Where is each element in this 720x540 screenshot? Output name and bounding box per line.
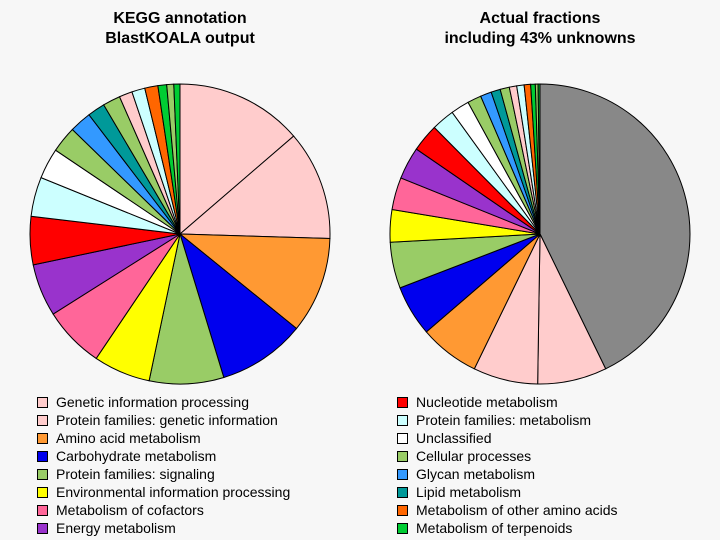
legend-label: Protein families: genetic information (56, 412, 278, 428)
legend-label: Unclassified (416, 430, 492, 446)
legend-label: Glycan metabolism (416, 466, 536, 482)
pie-right (389, 83, 691, 385)
legend-swatch (37, 468, 48, 480)
legend-item: Protein families: genetic information (37, 411, 290, 429)
pie-slice (179, 83, 295, 236)
pie-slice (178, 233, 331, 330)
legend-item: Unclassified (397, 429, 618, 447)
pie-slice (178, 135, 331, 239)
legend-label: Protein families: metabolism (416, 412, 592, 428)
legend-label: Nucleotide metabolism (416, 394, 558, 410)
legend-swatch (37, 450, 48, 462)
pie-slice (179, 232, 298, 379)
legend-item: Cellular processes (397, 447, 618, 465)
legend-label: Metabolism of cofactors (56, 502, 204, 518)
legend-item: Metabolism of other amino acids (397, 501, 618, 519)
chart-title-right: Actual fractions including 43% unknowns (444, 10, 636, 47)
legend-label: Amino acid metabolism (56, 430, 201, 446)
legend-swatch (37, 486, 48, 498)
legend-label: Lipid metabolism (416, 484, 522, 500)
legend-label: Genetic information processing (56, 394, 249, 410)
legend-swatch (397, 522, 408, 534)
legend-label: Metabolism of other amino acids (416, 502, 618, 518)
legend-item: Genetic information processing (37, 393, 290, 411)
legend-item: Metabolism of cofactors (37, 501, 290, 519)
legend-item: Metabolism of terpenoids (397, 519, 618, 537)
legend-swatch (397, 396, 408, 408)
legend-swatch (397, 450, 408, 462)
legend-item: Amino acid metabolism (37, 429, 290, 447)
legend-item: Environmental information processing (37, 483, 290, 501)
legend-swatch (397, 468, 408, 480)
legend-swatch (397, 486, 408, 498)
legend-item: Glycan metabolism (397, 465, 618, 483)
legend-swatch (37, 432, 48, 444)
legend-swatch (37, 414, 48, 426)
pie-slice (539, 83, 691, 370)
legend-swatch (397, 414, 408, 426)
pie-slice (537, 83, 541, 235)
pie-left (29, 83, 331, 385)
legend-swatch (37, 396, 48, 408)
legend-item: Nucleotide metabolism (397, 393, 618, 411)
legend-swatch (37, 504, 48, 516)
legend-right: Nucleotide metabolism Protein families: m… (397, 393, 618, 537)
legend-label: Energy metabolism (56, 520, 176, 536)
legend-swatch (397, 504, 408, 516)
legend-swatch (37, 522, 48, 534)
legend-label: Cellular processes (416, 448, 532, 464)
pie-slice (173, 83, 181, 235)
legend-label: Environmental information processing (56, 484, 291, 500)
legend-item: Energy metabolism (37, 519, 290, 537)
legend-label: Protein families: signaling (56, 466, 215, 482)
legend-swatch (397, 432, 408, 444)
legend-item: Protein families: metabolism (397, 411, 618, 429)
chart-title-left: KEGG annotation BlastKOALA output (105, 10, 255, 47)
legend-item: Carbohydrate metabolism (37, 447, 290, 465)
legend-item: Lipid metabolism (397, 483, 618, 501)
legend-item: Protein families: signaling (37, 465, 290, 483)
legend-label: Metabolism of terpenoids (416, 520, 573, 536)
legend-label: Carbohydrate metabolism (56, 448, 217, 464)
pie-charts (29, 83, 691, 385)
legend-left: Genetic information processing Protein fa… (37, 393, 290, 537)
